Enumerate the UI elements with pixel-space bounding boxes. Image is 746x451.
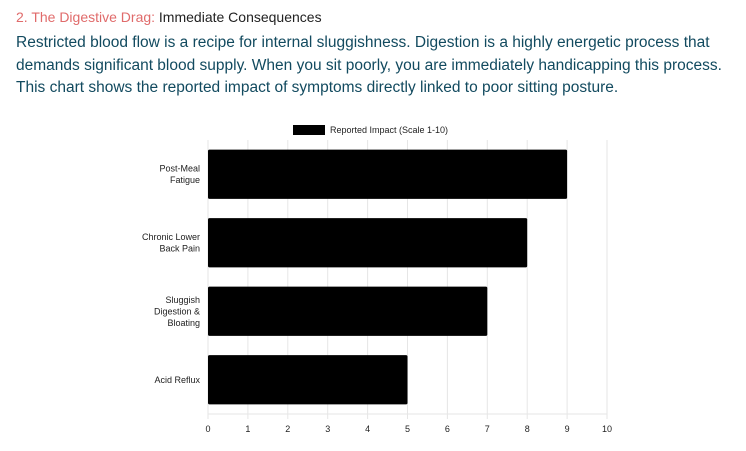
- x-tick-label: 4: [365, 424, 370, 434]
- section-number: 2. The Digestive Drag:: [16, 9, 156, 25]
- y-category-label: Digestion &: [154, 306, 200, 316]
- x-tick-label: 5: [405, 424, 410, 434]
- legend-label: Reported Impact (Scale 1-10): [330, 125, 448, 135]
- legend-swatch: [293, 125, 325, 135]
- section-title: Immediate Consequences: [158, 9, 322, 25]
- x-tick-label: 6: [445, 424, 450, 434]
- y-category-label: Acid Reflux: [154, 375, 200, 385]
- y-category-label: Post-Meal: [159, 164, 200, 174]
- x-tick-label: 9: [565, 424, 570, 434]
- bar: [208, 355, 408, 405]
- intro-paragraph: Restricted blood flow is a recipe for in…: [16, 34, 722, 96]
- x-tick-label: 0: [205, 424, 210, 434]
- y-category-label: Fatigue: [170, 175, 200, 185]
- y-category-label: Chronic Lower: [142, 232, 200, 242]
- y-category-label: Sluggish: [165, 295, 200, 305]
- bar: [208, 149, 568, 199]
- section-heading: 2. The Digestive Drag: Immediate Consequ…: [16, 8, 322, 26]
- y-category-label: Back Pain: [159, 244, 200, 254]
- x-tick-label: 1: [245, 424, 250, 434]
- x-tick-label: 8: [525, 424, 530, 434]
- x-tick-label: 10: [602, 424, 612, 434]
- y-category-label: Bloating: [167, 318, 200, 328]
- x-tick-label: 7: [485, 424, 490, 434]
- x-tick-label: 2: [285, 424, 290, 434]
- bar: [208, 286, 488, 336]
- bar: [208, 218, 528, 268]
- x-tick-label: 3: [325, 424, 330, 434]
